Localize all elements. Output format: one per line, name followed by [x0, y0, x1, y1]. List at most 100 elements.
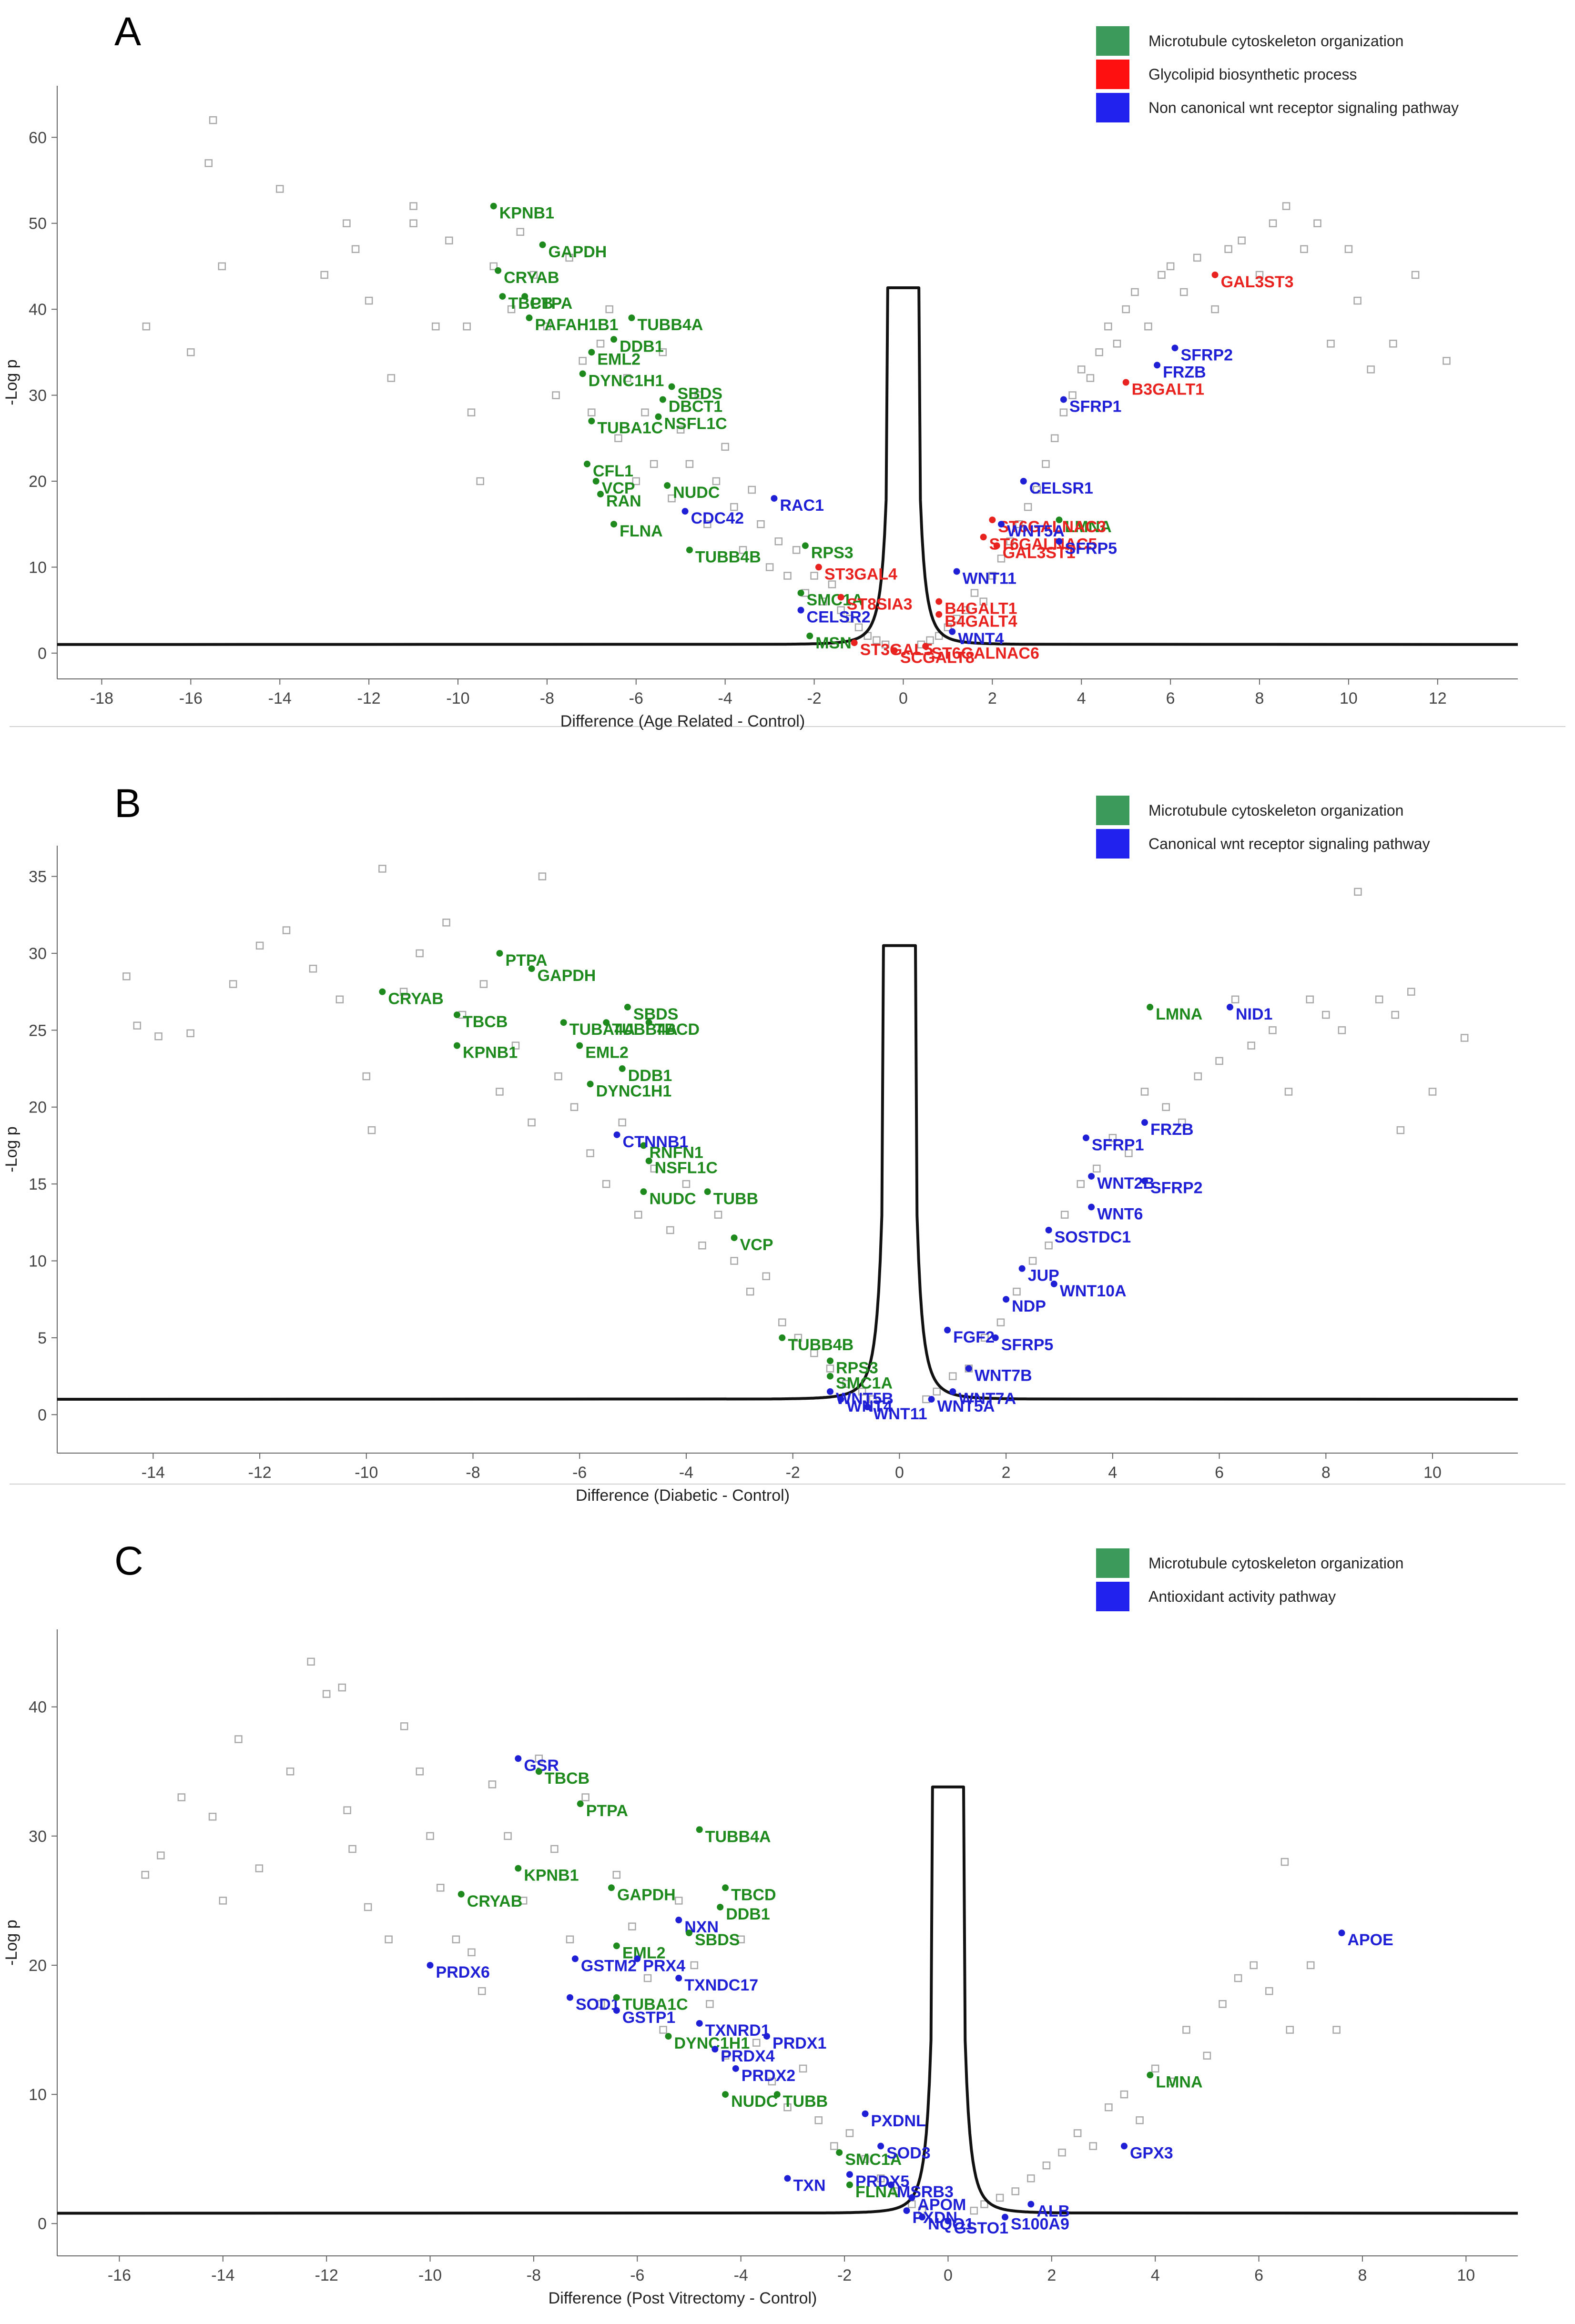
- highlight-point: [1141, 1119, 1148, 1126]
- highlight-point: [583, 460, 590, 467]
- background-point: [1322, 1010, 1330, 1019]
- gene-label: TBCD: [731, 1886, 776, 1904]
- highlight-point: [453, 1011, 460, 1019]
- gene-label: TUBB4A: [637, 316, 703, 334]
- y-tick-label: 30: [29, 945, 47, 963]
- background-point: [154, 1032, 163, 1041]
- gene-label: EML2: [597, 350, 640, 368]
- x-tick-label: -4: [718, 689, 732, 707]
- gene-label: PRDX2: [742, 2067, 795, 2085]
- background-point: [1269, 219, 1277, 227]
- highlight-point: [784, 2175, 791, 2182]
- background-point: [476, 477, 484, 485]
- background-point: [432, 322, 440, 331]
- background-point: [842, 1380, 850, 1388]
- gene-label: ALB: [1036, 2203, 1070, 2221]
- background-point: [979, 597, 987, 606]
- highlight-point: [1018, 1265, 1026, 1272]
- highlight-point: [634, 1955, 641, 1962]
- background-point: [209, 116, 217, 124]
- background-point: [794, 1334, 803, 1342]
- gene-label: PTPA: [505, 951, 547, 970]
- background-point: [1045, 1241, 1053, 1250]
- background-point: [997, 555, 1006, 563]
- highlight-point: [980, 534, 987, 541]
- x-tick-label: 10: [1423, 1464, 1442, 1482]
- y-tick-label: 20: [29, 1099, 47, 1117]
- gene-label: RPS3: [811, 544, 854, 562]
- x-tick-label: 6: [1215, 1464, 1224, 1482]
- highlight-point: [515, 1755, 522, 1762]
- x-tick-label: -4: [679, 1464, 693, 1482]
- highlight-point: [499, 293, 506, 300]
- gene-label: NSFL1C: [664, 415, 727, 433]
- background-point: [828, 580, 836, 588]
- background-point: [586, 1149, 594, 1157]
- background-point: [452, 1935, 460, 1943]
- background-point: [668, 494, 676, 503]
- background-point: [538, 872, 547, 880]
- highlight-point: [610, 336, 618, 343]
- panel-b: B 0 5 10 15 20 25 30 35 -14 -12 -10 -8 -6 -4 -2 0 2 4 6 8 10 D…: [2, 781, 1518, 1505]
- background-point: [1158, 271, 1166, 279]
- highlight-point: [640, 1188, 647, 1195]
- background-point: [1211, 305, 1219, 313]
- background-point: [762, 1272, 771, 1281]
- gene-label: GAL3ST3: [1221, 273, 1294, 291]
- background-point: [1286, 2026, 1294, 2034]
- background-point: [881, 640, 890, 649]
- gene-label: RPS3: [836, 1359, 878, 1377]
- background-point: [730, 503, 738, 511]
- highlight-point: [773, 2091, 781, 2098]
- background-point: [690, 1961, 699, 1970]
- gene-label: GSTO1: [954, 2219, 1008, 2237]
- background-point: [1396, 1126, 1405, 1134]
- background-point: [1327, 340, 1335, 348]
- x-tick-label: -12: [357, 689, 381, 707]
- background-point: [445, 236, 453, 245]
- gene-label: WNT5A: [1007, 522, 1065, 540]
- x-tick-label: 8: [1358, 2266, 1367, 2284]
- x-tick-label: 8: [1255, 689, 1264, 707]
- background-point: [554, 1072, 562, 1081]
- background-point: [351, 245, 360, 253]
- highlight-point: [998, 521, 1005, 528]
- background-point: [830, 2142, 838, 2150]
- x-tick-label: 6: [1166, 689, 1175, 707]
- highlight-point: [515, 1865, 522, 1872]
- panel-a: A 0 10 20 30 40 50 60 -18 -16 -14 -12 -10 -8 -6 -4 -2 0 2 4…: [2, 9, 1518, 730]
- gene-label: APOM: [917, 2196, 966, 2214]
- background-point: [1077, 365, 1086, 374]
- gene-label: CRYAB: [467, 1892, 523, 1910]
- background-point: [1411, 271, 1420, 279]
- gene-label: PAFAH1B1: [535, 316, 619, 334]
- highlight-point: [722, 2091, 729, 2098]
- highlight-point: [877, 2142, 884, 2150]
- highlight-point: [953, 568, 960, 575]
- gene-label: PRX4: [643, 1957, 685, 1975]
- highlight-point: [711, 2046, 719, 2053]
- background-point: [783, 2103, 792, 2112]
- background-point: [1265, 1987, 1273, 1995]
- gene-label: CFL1: [593, 462, 633, 480]
- background-point: [516, 228, 525, 236]
- background-point: [988, 572, 996, 580]
- legend-label: Microtubule cytoskeleton organization: [1148, 32, 1403, 50]
- background-point: [650, 460, 658, 468]
- background-point: [996, 2193, 1004, 2202]
- highlight-point: [526, 314, 533, 322]
- gene-label: NQO1: [928, 2215, 974, 2233]
- background-point: [703, 520, 711, 528]
- background-point: [757, 520, 765, 528]
- background-point: [566, 1935, 574, 1943]
- highlight-point: [675, 1975, 682, 1982]
- highlight-point: [588, 417, 595, 424]
- x-tick-label: -10: [446, 689, 469, 707]
- gene-label: TUBA1C: [622, 1996, 688, 2014]
- gene-label: EML2: [585, 1044, 629, 1062]
- y-tick-label: 30: [29, 387, 47, 405]
- background-point: [706, 2000, 714, 2008]
- background-point: [746, 1287, 754, 1296]
